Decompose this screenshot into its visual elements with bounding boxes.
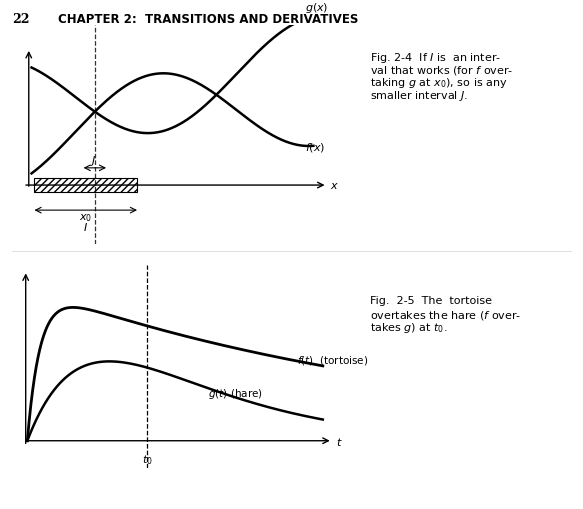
Text: Fig. 2-4  If $I$ is  an inter-: Fig. 2-4 If $I$ is an inter- [370, 51, 501, 65]
Bar [34, 179, 137, 193]
Text: val that works (for $f$ over-: val that works (for $f$ over- [370, 64, 514, 76]
Text: $I$: $I$ [83, 220, 88, 232]
Text: takes $g$) at $t_0$.: takes $g$) at $t_0$. [370, 321, 448, 334]
Text: $x_0$: $x_0$ [79, 212, 92, 224]
Text: $J$: $J$ [90, 154, 97, 168]
Text: 22: 22 [12, 13, 29, 25]
Text: $g(t)$ (hare): $g(t)$ (hare) [208, 386, 263, 400]
Text: $f(x)$: $f(x)$ [305, 141, 325, 154]
Text: taking $g$ at $x_0$), so is any: taking $g$ at $x_0$), so is any [370, 76, 508, 90]
Text: $x$: $x$ [330, 181, 339, 191]
Text: $f(t)$  (tortoise): $f(t)$ (tortoise) [297, 353, 368, 366]
Text: Fig.  2-5  The  tortoise: Fig. 2-5 The tortoise [370, 295, 492, 305]
Text: $g(x)$: $g(x)$ [305, 2, 328, 15]
Text: smaller interval $J$.: smaller interval $J$. [370, 89, 468, 103]
Text: overtakes the hare ($f$ over-: overtakes the hare ($f$ over- [370, 308, 522, 321]
Text: $t_0$: $t_0$ [142, 452, 152, 466]
Text: CHAPTER 2:  TRANSITIONS AND DERIVATIVES: CHAPTER 2: TRANSITIONS AND DERIVATIVES [58, 13, 359, 25]
Text: $t$: $t$ [336, 435, 343, 447]
